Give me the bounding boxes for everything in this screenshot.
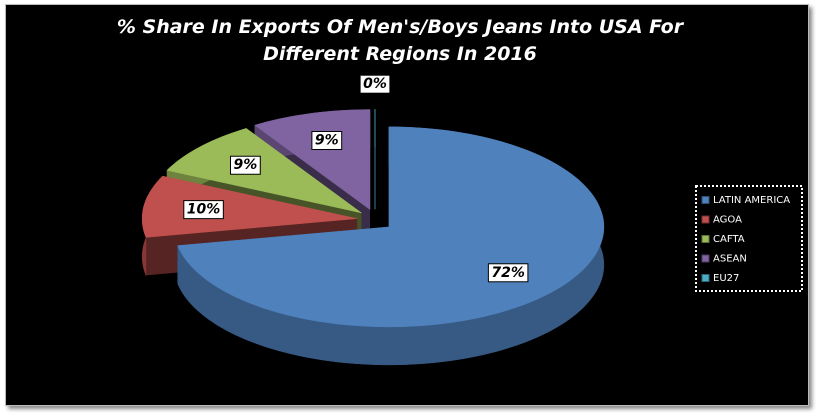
value-label: 10% <box>187 202 221 218</box>
slice <box>166 128 362 214</box>
value-label-box <box>183 200 224 220</box>
value-label: 0% <box>363 76 387 92</box>
legend-swatch <box>701 274 710 282</box>
legend-swatch <box>701 196 710 204</box>
legend-swatch <box>701 235 710 243</box>
legend-swatch <box>701 215 710 224</box>
legend-label: AGOA <box>713 215 742 226</box>
slice <box>141 175 358 238</box>
value-label-box <box>229 155 261 175</box>
chart-title: % Share In Exports Of Men's/Boys Jeans I… <box>116 16 684 65</box>
value-label-box <box>311 130 343 150</box>
legend-box <box>695 185 803 292</box>
value-label: 9% <box>315 132 339 148</box>
value-label-box <box>487 263 529 283</box>
legend-label: LATIN AMERICA <box>713 195 790 206</box>
legend-swatch <box>701 254 710 263</box>
legend-label: CAFTA <box>713 234 745 245</box>
value-label: 72% <box>491 265 525 281</box>
legend-label: EU27 <box>713 273 739 284</box>
value-label-box <box>359 74 391 94</box>
legend-label: ASEAN <box>713 254 747 265</box>
value-label: 9% <box>233 157 257 173</box>
